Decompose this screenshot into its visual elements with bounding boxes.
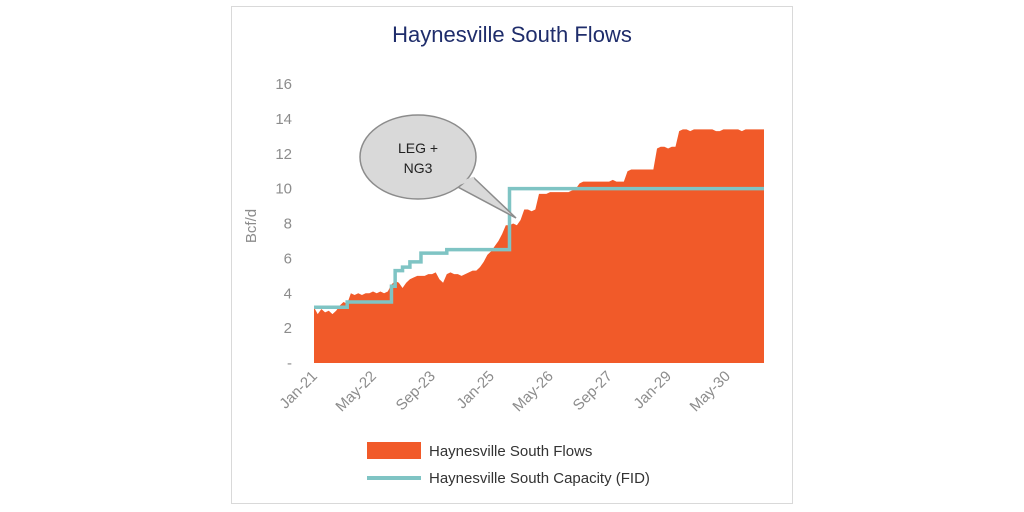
x-tick-label: Sep-23 xyxy=(393,368,439,414)
callout-pointer xyxy=(454,177,517,219)
x-tick-label: May-26 xyxy=(509,368,556,415)
legend: Haynesville South Flows Haynesville Sout… xyxy=(367,442,650,487)
legend-label-capacity: Haynesville South Capacity (FID) xyxy=(429,470,650,487)
x-tick-label: Jan-25 xyxy=(453,368,497,412)
y-tick-label: 12 xyxy=(275,146,292,163)
callout-bubble: LEG + NG3 xyxy=(359,114,517,219)
y-tick-label: 10 xyxy=(275,181,292,198)
x-tick-label: Jan-29 xyxy=(630,368,674,412)
legend-swatch-flows xyxy=(367,442,421,459)
y-tick-label: 4 xyxy=(284,285,292,302)
legend-label-flows: Haynesville South Flows xyxy=(429,443,592,460)
y-tick-label: 6 xyxy=(284,250,292,267)
y-tick-label: 16 xyxy=(275,76,292,93)
y-tick-label: 2 xyxy=(284,320,292,337)
chart-title: Haynesville South Flows xyxy=(392,22,632,47)
y-tick-label: - xyxy=(287,355,292,372)
x-tick-label: Sep-27 xyxy=(570,368,616,414)
y-tick-label: 8 xyxy=(284,216,292,233)
series-line-capacity xyxy=(314,186,764,309)
callout-line-2: NG3 xyxy=(404,160,433,176)
x-tick-label: Jan-21 xyxy=(276,368,320,412)
x-tick-label: May-30 xyxy=(687,368,734,415)
y-axis-label: Bcf/d xyxy=(243,209,260,243)
callout-line-1: LEG + xyxy=(398,140,438,156)
x-tick-label: May-22 xyxy=(332,368,379,415)
callout-ellipse xyxy=(359,114,477,200)
y-tick-label: 14 xyxy=(275,111,292,128)
